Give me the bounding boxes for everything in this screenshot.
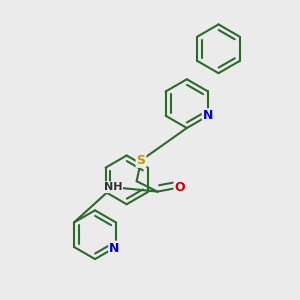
Text: S: S xyxy=(136,154,146,167)
Text: NH: NH xyxy=(103,182,122,192)
Text: O: O xyxy=(174,181,185,194)
Text: N: N xyxy=(109,242,119,255)
Text: N: N xyxy=(203,109,213,122)
